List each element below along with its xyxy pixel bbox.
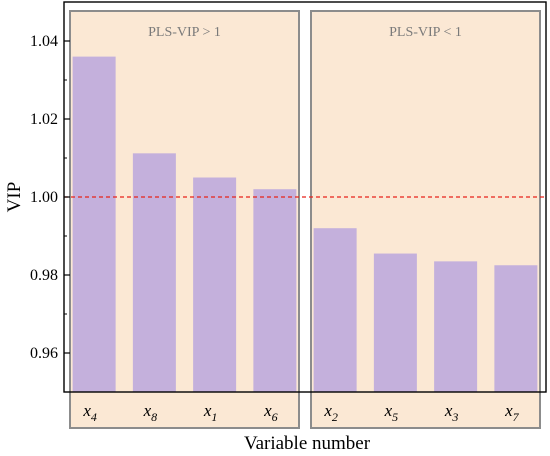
x-tick-label: x3 <box>444 401 459 424</box>
x-tick-label: x5 <box>384 401 399 424</box>
x-tick-label: x8 <box>143 401 158 424</box>
x-axis-labels: x4 x8 x1 x6 x2 x5 x3 x7 <box>82 401 519 424</box>
bar-x2 <box>313 228 357 392</box>
y-tick-label: 0.98 <box>30 267 58 284</box>
x-tick-label: x1 <box>203 401 218 424</box>
x-axis-title: Variable number <box>244 433 371 454</box>
bar-x7 <box>494 265 538 392</box>
group-label-1: PLS-VIP > 1 <box>148 25 221 40</box>
bar-x4 <box>72 56 116 392</box>
bar-x8 <box>132 153 176 392</box>
x-tick-label: x2 <box>323 401 338 424</box>
bar-x1 <box>193 177 237 392</box>
bar-x6 <box>253 189 297 392</box>
y-tick-label: 1.00 <box>30 189 58 206</box>
x-tick-label: x6 <box>263 401 278 424</box>
bar-x3 <box>434 261 478 392</box>
y-tick-label: 1.04 <box>30 33 58 50</box>
y-tick-label: 0.96 <box>30 345 58 362</box>
y-axis: 0.96 0.98 1.00 1.02 1.04 <box>30 1 70 393</box>
y-axis-title: VIP <box>4 182 25 213</box>
x-tick-label: x4 <box>82 401 97 424</box>
bar-x5 <box>373 253 417 392</box>
group-label-2: PLS-VIP < 1 <box>389 25 462 40</box>
bars <box>72 56 538 392</box>
group-labels: PLS-VIP > 1 PLS-VIP < 1 <box>148 25 462 40</box>
x-tick-label: x7 <box>504 401 520 424</box>
y-tick-label: 1.02 <box>30 111 58 128</box>
